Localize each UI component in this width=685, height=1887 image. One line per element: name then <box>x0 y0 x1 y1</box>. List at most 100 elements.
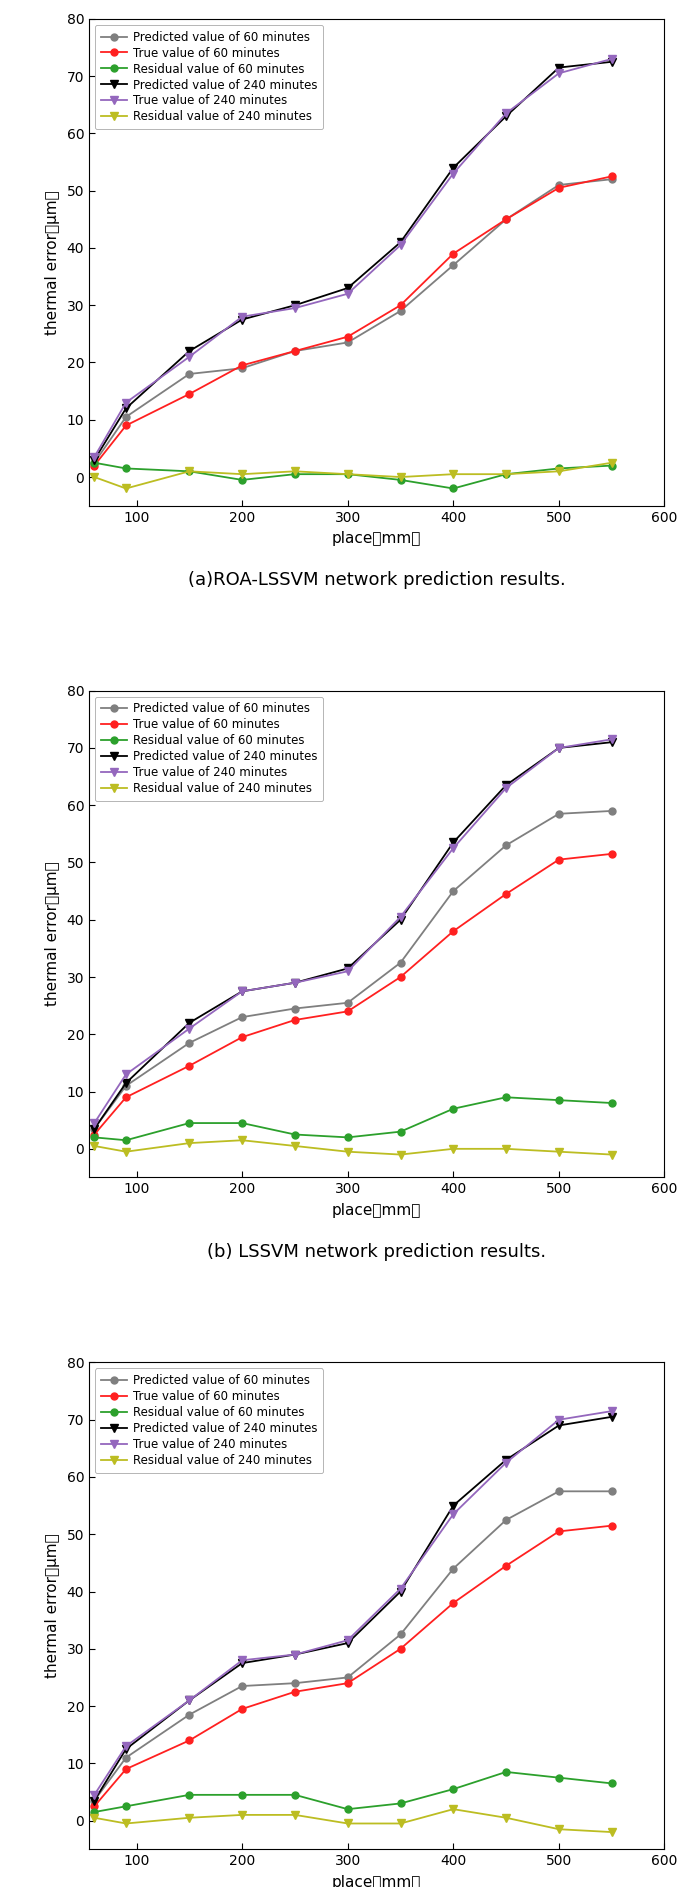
Residual value of 240 minutes <box>344 462 352 485</box>
Residual value of 60 minutes <box>555 1766 563 1789</box>
Predicted value of 240 minutes <box>90 1789 99 1812</box>
Predicted value of 60 minutes <box>502 834 510 857</box>
Predicted value of 240 minutes <box>502 774 510 796</box>
Predicted value of 60 minutes <box>449 1557 458 1579</box>
Residual value of 60 minutes <box>397 468 405 491</box>
Predicted value of 60 minutes <box>397 951 405 974</box>
Residual value of 60 minutes <box>449 1098 458 1121</box>
True value of 60 minutes <box>397 966 405 989</box>
True value of 60 minutes <box>397 1638 405 1661</box>
Residual value of 240 minutes <box>122 1812 130 1834</box>
Predicted value of 60 minutes <box>122 1074 130 1096</box>
Predicted value of 240 minutes <box>238 1651 246 1674</box>
Residual value of 240 minutes <box>608 1821 616 1844</box>
True value of 60 minutes <box>502 883 510 906</box>
Residual value of 60 minutes <box>555 457 563 479</box>
Residual value of 60 minutes <box>238 468 246 491</box>
Predicted value of 60 minutes <box>555 174 563 196</box>
Predicted value of 60 minutes <box>449 879 458 902</box>
True value of 240 minutes <box>449 162 458 185</box>
Line: Residual value of 240 minutes: Residual value of 240 minutes <box>90 459 616 493</box>
Predicted value of 60 minutes <box>291 996 299 1019</box>
Residual value of 240 minutes <box>502 1138 510 1161</box>
True value of 60 minutes <box>122 1759 130 1781</box>
Residual value of 240 minutes <box>90 1806 99 1829</box>
True value of 240 minutes <box>238 306 246 328</box>
True value of 240 minutes <box>344 283 352 306</box>
True value of 240 minutes <box>397 1578 405 1600</box>
True value of 60 minutes <box>238 1698 246 1721</box>
Residual value of 60 minutes <box>502 462 510 485</box>
Predicted value of 240 minutes <box>90 449 99 472</box>
Predicted value of 240 minutes <box>344 1632 352 1655</box>
Residual value of 60 minutes <box>344 1798 352 1821</box>
Predicted value of 240 minutes <box>122 1738 130 1761</box>
True value of 240 minutes <box>90 1111 99 1134</box>
Predicted value of 240 minutes <box>344 957 352 979</box>
True value of 60 minutes <box>608 1515 616 1538</box>
True value of 60 minutes <box>238 355 246 377</box>
True value of 240 minutes <box>608 728 616 751</box>
Line: Residual value of 60 minutes: Residual value of 60 minutes <box>91 459 615 493</box>
Predicted value of 240 minutes <box>238 308 246 330</box>
True value of 60 minutes <box>502 208 510 230</box>
Line: True value of 240 minutes: True value of 240 minutes <box>90 736 616 1127</box>
Line: Residual value of 60 minutes: Residual value of 60 minutes <box>91 1768 615 1815</box>
Residual value of 240 minutes <box>608 1144 616 1166</box>
Residual value of 60 minutes <box>238 1783 246 1806</box>
True value of 240 minutes <box>502 777 510 800</box>
Residual value of 240 minutes <box>122 1140 130 1162</box>
Predicted value of 60 minutes <box>397 1623 405 1645</box>
Legend: Predicted value of 60 minutes, True value of 60 minutes, Residual value of 60 mi: Predicted value of 60 minutes, True valu… <box>95 696 323 802</box>
True value of 60 minutes <box>122 1085 130 1108</box>
Residual value of 60 minutes <box>122 1795 130 1817</box>
True value of 60 minutes <box>90 1123 99 1145</box>
Predicted value of 240 minutes <box>397 1579 405 1602</box>
Residual value of 240 minutes <box>185 1132 193 1155</box>
Residual value of 60 minutes <box>238 1111 246 1134</box>
Predicted value of 240 minutes <box>555 1413 563 1436</box>
Residual value of 240 minutes <box>90 466 99 489</box>
Residual value of 240 minutes <box>555 460 563 483</box>
Line: Residual value of 240 minutes: Residual value of 240 minutes <box>90 1136 616 1159</box>
True value of 240 minutes <box>90 445 99 468</box>
Line: Predicted value of 240 minutes: Predicted value of 240 minutes <box>90 738 616 1132</box>
True value of 240 minutes <box>449 1502 458 1525</box>
Line: Predicted value of 60 minutes: Predicted value of 60 minutes <box>91 175 615 466</box>
Predicted value of 60 minutes <box>555 1479 563 1502</box>
Y-axis label: thermal error（μm）: thermal error（μm） <box>45 862 60 1006</box>
True value of 240 minutes <box>291 1644 299 1666</box>
Residual value of 240 minutes <box>502 462 510 485</box>
Residual value of 240 minutes <box>449 462 458 485</box>
Residual value of 60 minutes <box>449 1778 458 1800</box>
True value of 240 minutes <box>397 906 405 928</box>
Predicted value of 60 minutes <box>344 330 352 353</box>
Predicted value of 60 minutes <box>502 208 510 230</box>
Predicted value of 60 minutes <box>185 362 193 385</box>
Residual value of 60 minutes <box>397 1121 405 1144</box>
True value of 60 minutes <box>238 1027 246 1049</box>
Residual value of 60 minutes <box>344 462 352 485</box>
Predicted value of 60 minutes <box>397 300 405 323</box>
True value of 240 minutes <box>122 391 130 413</box>
Text: (a)ROA-LSSVM network prediction results.: (a)ROA-LSSVM network prediction results. <box>188 572 566 589</box>
Residual value of 240 minutes <box>185 1806 193 1829</box>
True value of 60 minutes <box>291 1010 299 1032</box>
True value of 240 minutes <box>449 836 458 859</box>
True value of 240 minutes <box>291 296 299 319</box>
Predicted value of 240 minutes <box>555 57 563 79</box>
Predicted value of 60 minutes <box>291 340 299 362</box>
True value of 240 minutes <box>344 1628 352 1651</box>
Predicted value of 240 minutes <box>449 1495 458 1517</box>
Line: Residual value of 60 minutes: Residual value of 60 minutes <box>91 1094 615 1144</box>
True value of 60 minutes <box>397 294 405 317</box>
Predicted value of 240 minutes <box>449 157 458 179</box>
True value of 240 minutes <box>238 1649 246 1672</box>
Predicted value of 240 minutes <box>291 972 299 994</box>
Residual value of 60 minutes <box>502 1085 510 1108</box>
Residual value of 240 minutes <box>608 451 616 474</box>
Residual value of 240 minutes <box>555 1817 563 1840</box>
Residual value of 60 minutes <box>90 451 99 474</box>
Residual value of 60 minutes <box>502 1761 510 1783</box>
Residual value of 240 minutes <box>238 1804 246 1827</box>
